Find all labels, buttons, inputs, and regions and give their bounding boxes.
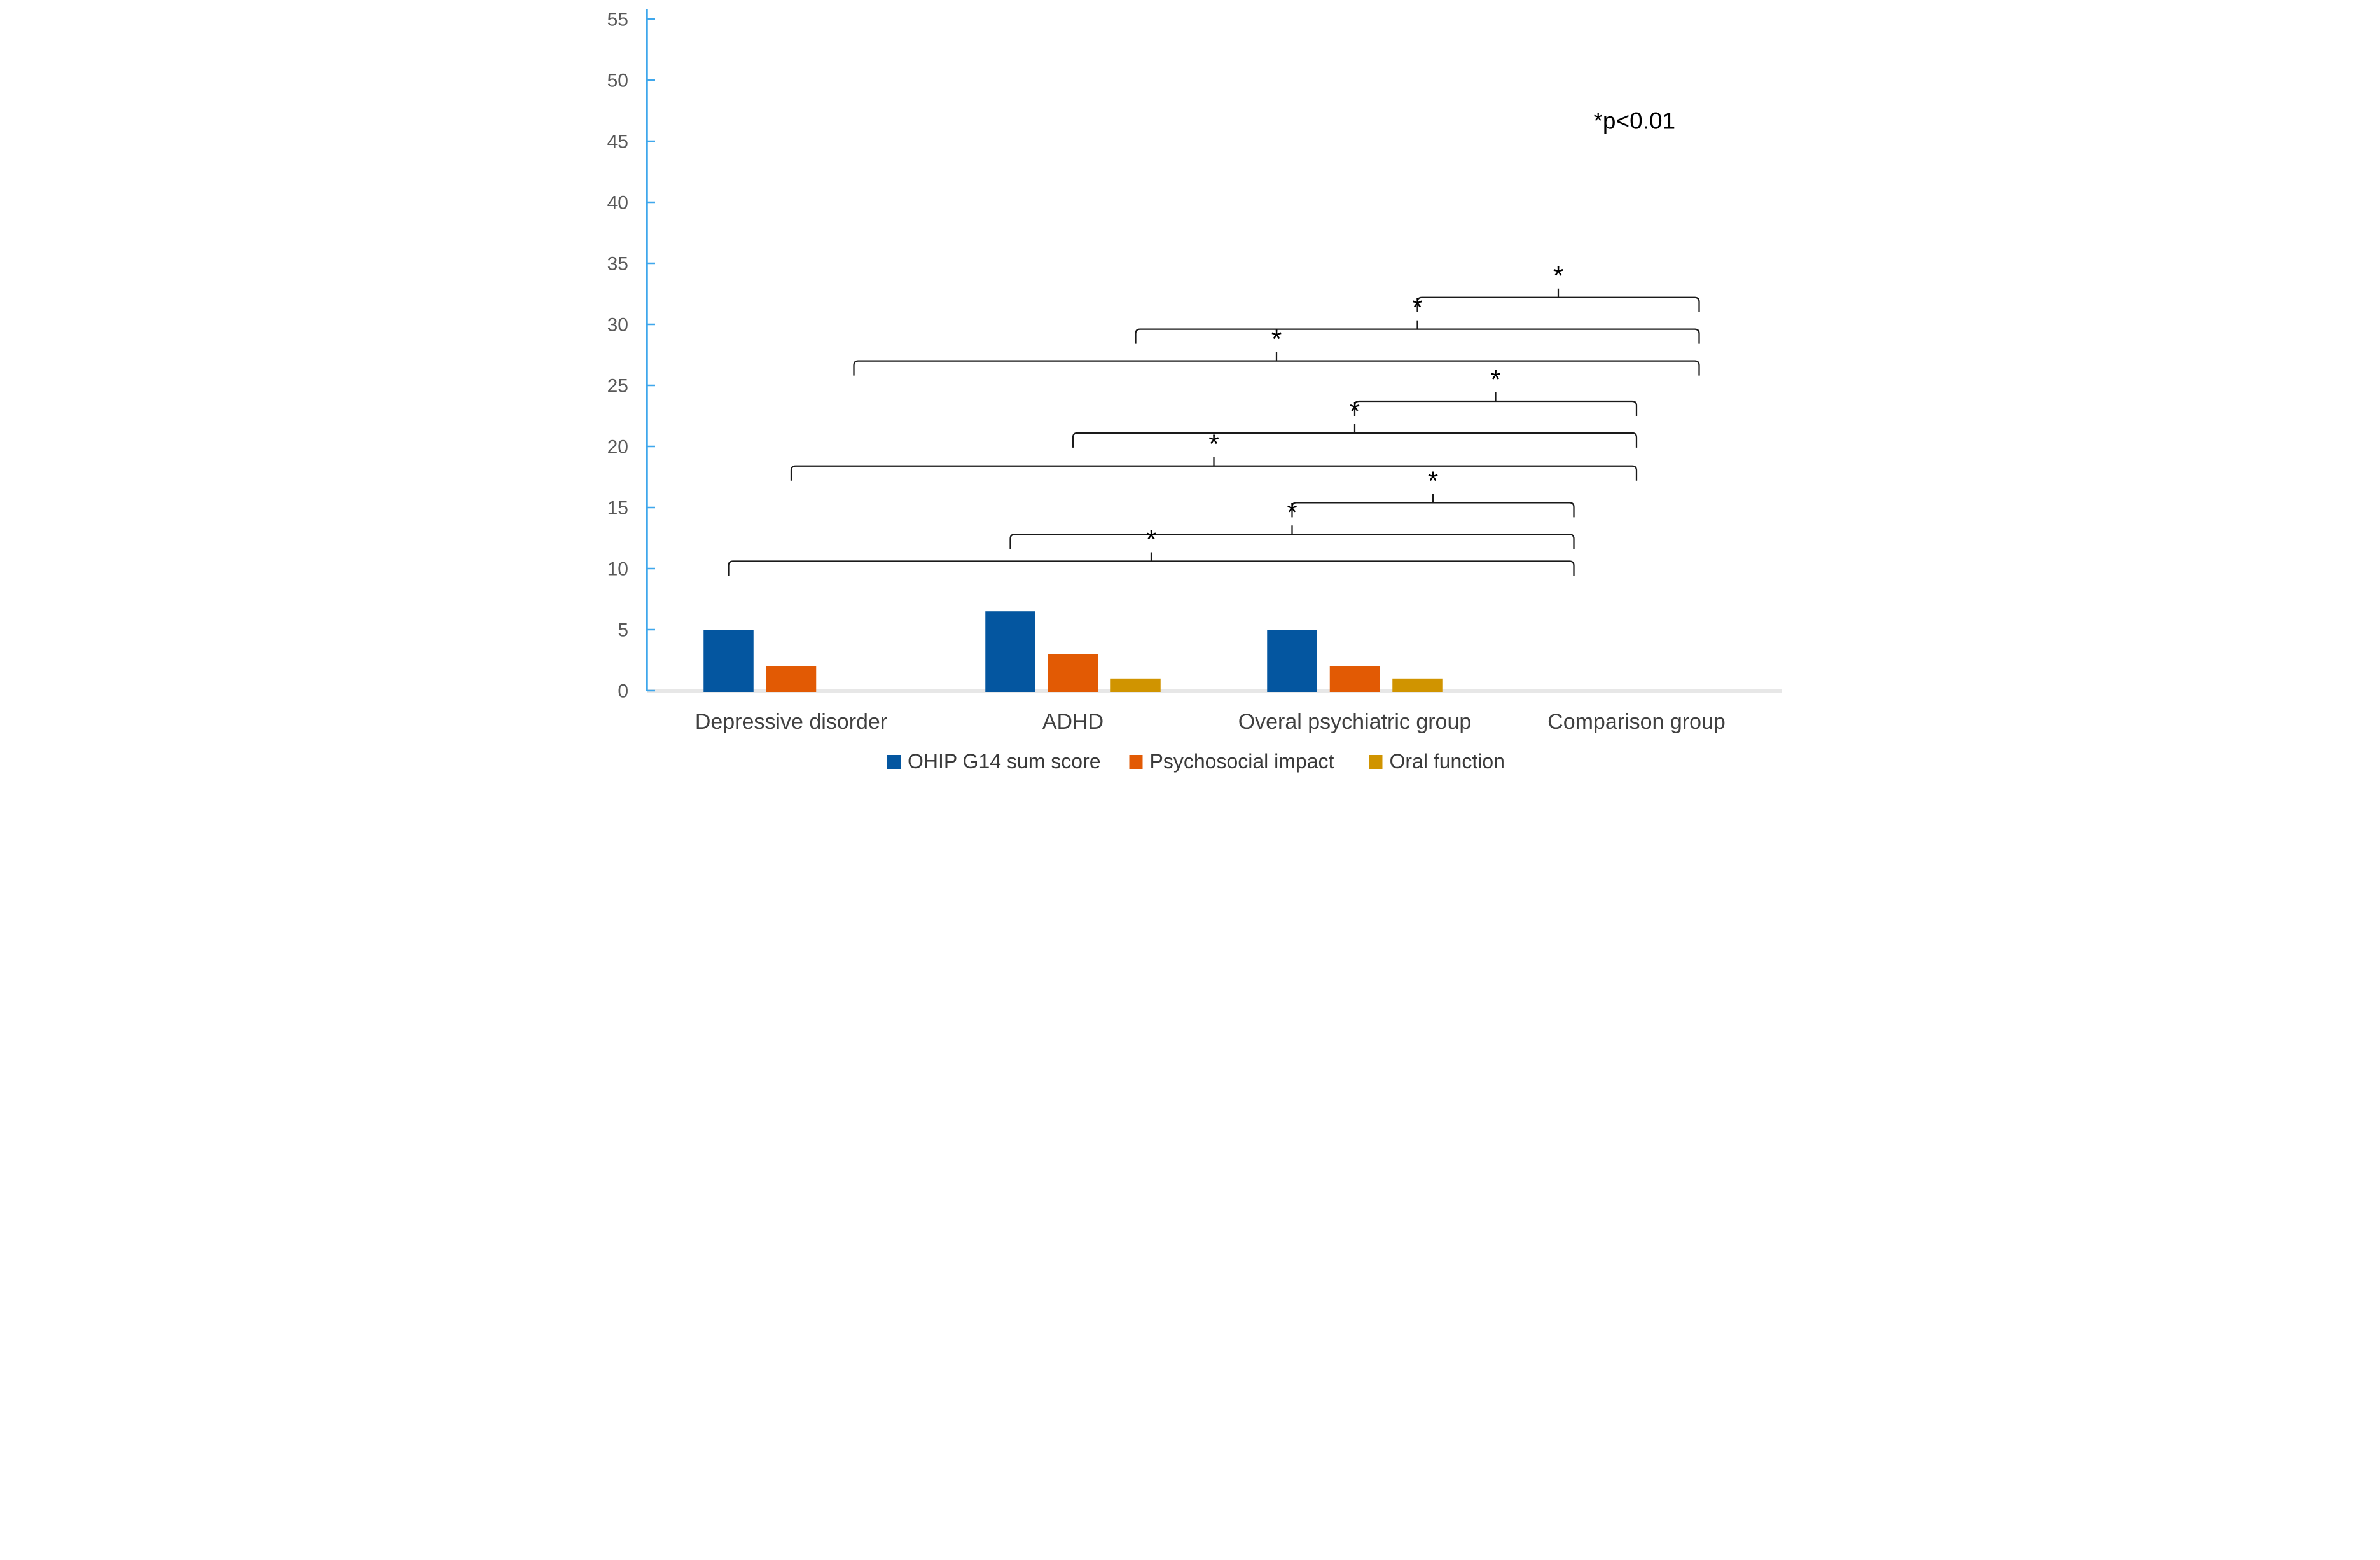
significance-asterisk: * xyxy=(1427,466,1437,495)
legend-label-psychosocial-impact: Psychosocial impact xyxy=(1149,750,1334,773)
significance-bracket xyxy=(790,465,1637,481)
bar-overal-psychiatric-group-psychosocial-impact xyxy=(1329,666,1380,692)
x-category-label: Overal psychiatric group xyxy=(1238,710,1471,734)
y-tick-label: 40 xyxy=(607,193,628,214)
significance-asterisk: * xyxy=(1490,364,1500,394)
legend-swatch-oral-function xyxy=(1369,755,1382,769)
bar-adhd-oral-function xyxy=(1110,678,1161,692)
chart-container: 0 5 10 15 20 25 30 35 40 45 50 55 Depressive disorde… xyxy=(595,0,1785,780)
y-tick-label: 15 xyxy=(607,498,628,519)
y-tick-label: 20 xyxy=(607,437,628,458)
significance-asterisk: * xyxy=(1145,524,1156,554)
legend-label-oral-function: Oral function xyxy=(1389,750,1504,773)
y-tick-label: 55 xyxy=(607,10,628,31)
y-tick-label: 10 xyxy=(607,559,628,580)
grouped-bar-chart: 0 5 10 15 20 25 30 35 40 45 50 55 Depressive disorde… xyxy=(607,9,1782,773)
significance-asterisk: * xyxy=(1412,293,1422,322)
legend-label-ohip-g14-sum-score: OHIP G14 sum score xyxy=(908,750,1101,773)
significance-bracket xyxy=(852,360,1700,376)
significance-bracket xyxy=(1134,328,1700,344)
significance-bracket xyxy=(1353,400,1637,416)
bar-overal-psychiatric-group-oral-function xyxy=(1392,678,1443,692)
significance-asterisk: * xyxy=(1208,429,1219,459)
y-tick-label: 30 xyxy=(607,315,628,336)
x-category-label: Comparison group xyxy=(1547,710,1726,734)
bar-overal-psychiatric-group-ohip-g14-sum-score xyxy=(1266,630,1317,692)
bar-depressive-disorder-ohip-g14-sum-score xyxy=(703,630,754,692)
significance-asterisk: * xyxy=(1553,261,1563,291)
significance-note: *p<0.01 xyxy=(1593,108,1675,134)
significance-bracket xyxy=(727,560,1575,576)
x-category-label: ADHD xyxy=(1042,710,1103,734)
x-category-label: Depressive disorder xyxy=(695,710,887,734)
y-tick-label: 0 xyxy=(618,681,628,702)
y-tick-label: 25 xyxy=(607,376,628,397)
x-axis-line xyxy=(646,689,1782,693)
legend-swatch-ohip-g14-sum-score xyxy=(887,755,901,769)
significance-bracket xyxy=(1072,432,1637,448)
significance-asterisk: * xyxy=(1287,497,1297,527)
significance-asterisk: * xyxy=(1349,396,1359,426)
y-tick-label: 45 xyxy=(607,132,628,153)
significance-bracket xyxy=(1290,502,1575,518)
legend-swatch-psychosocial-impact xyxy=(1129,755,1142,769)
y-tick-label: 5 xyxy=(618,620,628,641)
significance-asterisk: * xyxy=(1271,324,1281,354)
bar-depressive-disorder-psychosocial-impact xyxy=(766,666,816,692)
y-tick-label: 50 xyxy=(607,71,628,92)
significance-bracket xyxy=(1416,296,1700,312)
bar-adhd-ohip-g14-sum-score xyxy=(985,611,1035,692)
y-tick-label: 35 xyxy=(607,254,628,275)
significance-bracket xyxy=(1009,534,1575,549)
bar-adhd-psychosocial-impact xyxy=(1048,654,1098,692)
